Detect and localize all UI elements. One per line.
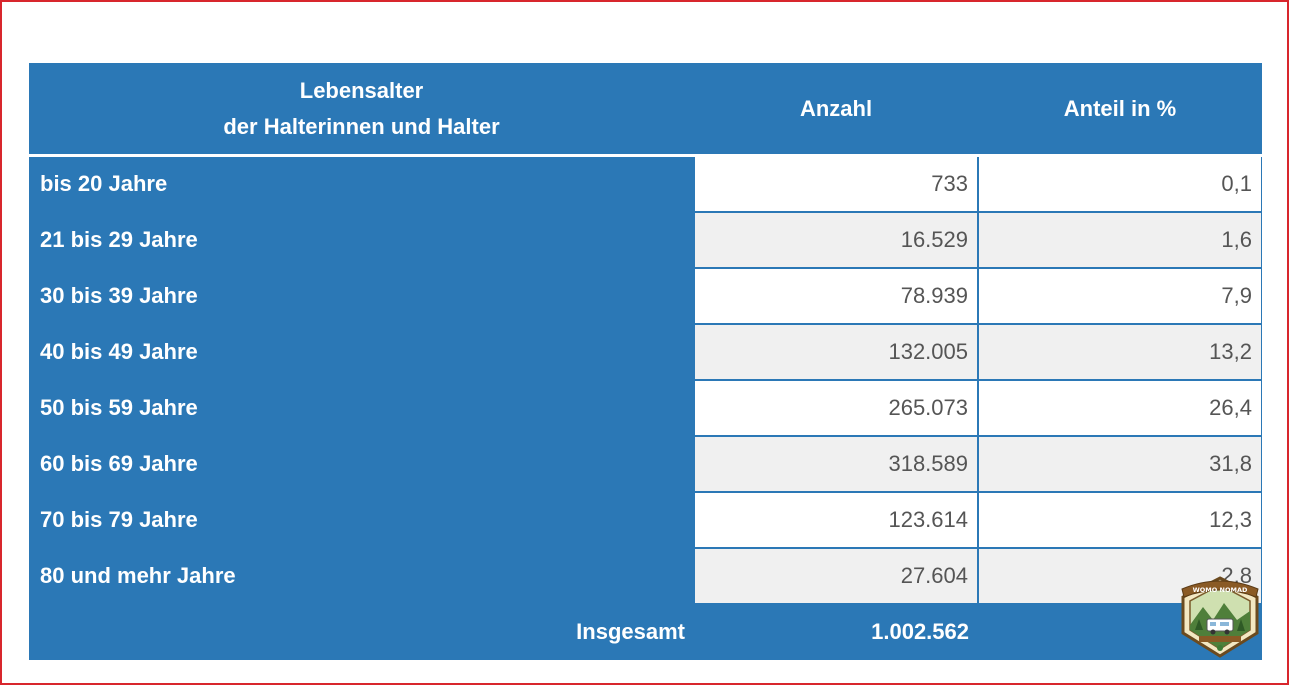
- row-count: 78.939: [695, 269, 977, 323]
- logo-text: WOMO NOMAD: [1193, 586, 1248, 594]
- table-row: bis 20 Jahre 733 0,1: [29, 157, 1262, 211]
- table-row: 70 bis 79 Jahre 123.614 12,3: [29, 493, 1262, 547]
- table-row: 80 und mehr Jahre 27.604 2,8: [29, 549, 1262, 603]
- row-share: 7,9: [979, 269, 1261, 323]
- row-count: 132.005: [695, 325, 977, 379]
- row-age-label: 80 und mehr Jahre: [40, 563, 236, 588]
- row-count: 27.604: [695, 549, 977, 603]
- table-row: 30 bis 39 Jahre 78.939 7,9: [29, 269, 1262, 323]
- header-age: Lebensalter der Halterinnen und Halter: [29, 63, 694, 154]
- table-row: 50 bis 59 Jahre 265.073 26,4: [29, 381, 1262, 435]
- header-age-line1: Lebensalter: [299, 77, 424, 103]
- womo-nomad-logo-icon: WOMO NOMAD: [1181, 576, 1259, 658]
- age-statistics-table: Lebensalter der Halterinnen und Halter A…: [29, 63, 1262, 660]
- table-row: 40 bis 49 Jahre 132.005 13,2: [29, 325, 1262, 379]
- table-row: 60 bis 69 Jahre 318.589 31,8: [29, 437, 1262, 491]
- row-age-label: 40 bis 49 Jahre: [40, 339, 198, 364]
- total-label: Insgesamt: [576, 619, 685, 644]
- row-share: 13,2: [979, 325, 1261, 379]
- row-age-label: 60 bis 69 Jahre: [40, 451, 198, 476]
- row-count: 318.589: [695, 437, 977, 491]
- row-age-label: 70 bis 79 Jahre: [40, 507, 198, 532]
- row-age-label: 21 bis 29 Jahre: [40, 227, 198, 252]
- row-age-label: 50 bis 59 Jahre: [40, 395, 198, 420]
- row-count: 733: [695, 157, 977, 211]
- row-age-label: 30 bis 39 Jahre: [40, 283, 198, 308]
- row-share: 0,1: [979, 157, 1261, 211]
- row-count: 265.073: [695, 381, 977, 435]
- header-age-line2: der Halterinnen und Halter: [223, 113, 500, 139]
- row-count: 16.529: [695, 213, 977, 267]
- row-share: 26,4: [979, 381, 1261, 435]
- row-count: 123.614: [695, 493, 977, 547]
- header-share: Anteil in %: [1063, 95, 1177, 121]
- row-age-label: bis 20 Jahre: [40, 171, 168, 196]
- table-row: 21 bis 29 Jahre 16.529 1,6: [29, 213, 1262, 267]
- total-count: 1.002.562: [871, 619, 969, 644]
- row-share: 31,8: [979, 437, 1261, 491]
- row-share: 1,6: [979, 213, 1261, 267]
- row-share: 12,3: [979, 493, 1261, 547]
- header-count: Anzahl: [799, 95, 873, 121]
- header-separator: [29, 154, 1262, 157]
